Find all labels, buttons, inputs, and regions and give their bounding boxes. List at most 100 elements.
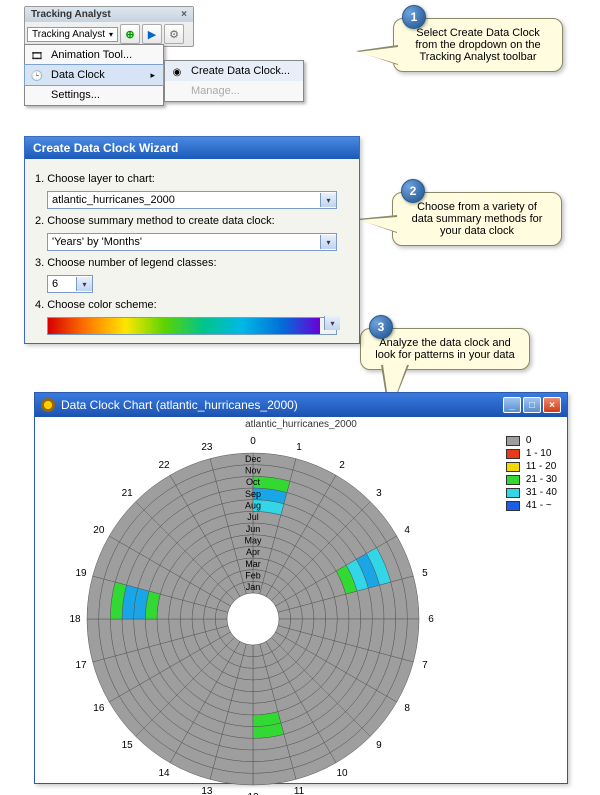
legend-item: 11 - 20 bbox=[506, 461, 557, 472]
legend-label: 1 - 10 bbox=[526, 448, 552, 459]
submenu-label: Manage... bbox=[191, 85, 240, 97]
svg-text:Apr: Apr bbox=[246, 547, 260, 557]
legend-item: 0 bbox=[506, 435, 557, 446]
svg-text:Mar: Mar bbox=[245, 559, 261, 569]
wizard-titlebar: Create Data Clock Wizard bbox=[25, 137, 359, 159]
data-clock-chart-window: Data Clock Chart (atlantic_hurricanes_20… bbox=[34, 392, 568, 784]
minimize-button[interactable]: _ bbox=[503, 397, 521, 413]
legend-swatch bbox=[506, 488, 520, 498]
toolbar-close-icon[interactable]: × bbox=[181, 9, 187, 20]
svg-text:Sep: Sep bbox=[245, 489, 261, 499]
callout-badge-3: 3 bbox=[369, 315, 393, 339]
legend-label: 31 - 40 bbox=[526, 487, 557, 498]
menu-item-data-clock[interactable]: 🕒 Data Clock bbox=[24, 64, 164, 86]
dropdown-arrow-icon: ▾ bbox=[320, 235, 336, 249]
legend-label: 0 bbox=[526, 435, 532, 446]
svg-text:0: 0 bbox=[250, 436, 256, 447]
svg-text:Jan: Jan bbox=[246, 582, 261, 592]
color-ramp-gradient bbox=[48, 318, 320, 334]
select-value: atlantic_hurricanes_2000 bbox=[52, 194, 175, 206]
toolbar-title-text: Tracking Analyst bbox=[31, 9, 111, 20]
wizard-step2-label: 2. Choose summary method to create data … bbox=[35, 215, 349, 227]
legend-classes-select[interactable]: 6 ▾ bbox=[47, 275, 93, 293]
submenu-arrow-icon bbox=[150, 69, 155, 81]
close-button[interactable]: × bbox=[543, 397, 561, 413]
callout-text: Select Create Data Clock from the dropdo… bbox=[415, 27, 540, 63]
clock-icon: 🕒 bbox=[29, 68, 45, 84]
dropdown-arrow-icon: ▾ bbox=[76, 277, 92, 291]
dropdown-arrow-icon: ▾ bbox=[320, 193, 336, 207]
callout-step-1: 1 Select Create Data Clock from the drop… bbox=[393, 18, 563, 72]
callout-badge-2: 2 bbox=[401, 179, 425, 203]
svg-text:1: 1 bbox=[296, 442, 302, 453]
svg-text:2: 2 bbox=[339, 460, 345, 471]
legend-swatch bbox=[506, 449, 520, 459]
submenu-label: Create Data Clock... bbox=[191, 65, 290, 77]
callout-step-2: 2 Choose from a variety of data summary … bbox=[392, 192, 562, 246]
callout-tail-icon bbox=[356, 45, 398, 65]
create-data-clock-wizard: Create Data Clock Wizard 1. Choose layer… bbox=[24, 136, 360, 344]
svg-text:15: 15 bbox=[122, 740, 134, 751]
wizard-step4-label: 4. Choose color scheme: bbox=[35, 299, 349, 311]
svg-text:16: 16 bbox=[93, 703, 105, 714]
svg-text:Dec: Dec bbox=[245, 454, 262, 464]
svg-text:May: May bbox=[244, 536, 262, 546]
legend-item: 41 - ~ bbox=[506, 500, 557, 511]
legend-swatch bbox=[506, 462, 520, 472]
callout-text: Choose from a variety of data summary me… bbox=[412, 201, 543, 237]
legend-label: 11 - 20 bbox=[526, 461, 556, 472]
menu-item-settings[interactable]: Settings... bbox=[25, 85, 163, 105]
svg-text:Jun: Jun bbox=[246, 524, 261, 534]
toolbar-buttons-row: Tracking Analyst ⊕ ▶ ⚙ bbox=[25, 22, 193, 46]
tracking-analyst-toolbar: Tracking Analyst × Tracking Analyst ⊕ ▶ … bbox=[24, 6, 194, 47]
svg-text:21: 21 bbox=[122, 488, 134, 499]
legend-item: 1 - 10 bbox=[506, 448, 557, 459]
menu-item-animation-tool[interactable]: 🎞 Animation Tool... bbox=[25, 45, 163, 65]
tracking-analyst-dropdown[interactable]: Tracking Analyst bbox=[27, 27, 118, 42]
svg-text:10: 10 bbox=[336, 768, 348, 779]
settings-button[interactable]: ⚙ bbox=[164, 24, 184, 44]
chart-window-titlebar: Data Clock Chart (atlantic_hurricanes_20… bbox=[35, 393, 567, 417]
animation-icon: 🎞 bbox=[29, 48, 45, 64]
tracking-analyst-menu: 🎞 Animation Tool... 🕒 Data Clock Setting… bbox=[24, 44, 164, 106]
menu-label: Settings... bbox=[51, 89, 100, 101]
svg-text:6: 6 bbox=[428, 614, 434, 625]
callout-tail-icon bbox=[357, 215, 397, 233]
svg-text:Nov: Nov bbox=[245, 466, 262, 476]
dropdown-label: Tracking Analyst bbox=[32, 29, 105, 40]
svg-text:Aug: Aug bbox=[245, 501, 261, 511]
wizard-body: 1. Choose layer to chart: atlantic_hurri… bbox=[25, 159, 359, 343]
svg-text:18: 18 bbox=[69, 614, 81, 625]
data-clock-icon: ◉ bbox=[169, 64, 185, 80]
svg-text:4: 4 bbox=[404, 525, 410, 536]
svg-text:23: 23 bbox=[201, 442, 213, 453]
callout-badge-1: 1 bbox=[402, 5, 426, 29]
maximize-button[interactable]: □ bbox=[523, 397, 541, 413]
layer-select[interactable]: atlantic_hurricanes_2000 ▾ bbox=[47, 191, 337, 209]
callout-text: Analyze the data clock and look for patt… bbox=[375, 337, 514, 361]
svg-text:11: 11 bbox=[294, 786, 305, 795]
data-clock-submenu: ◉ Create Data Clock... Manage... bbox=[164, 60, 304, 102]
svg-text:5: 5 bbox=[422, 568, 428, 579]
svg-text:20: 20 bbox=[93, 525, 105, 536]
wizard-step1-label: 1. Choose layer to chart: bbox=[35, 173, 349, 185]
svg-text:19: 19 bbox=[76, 568, 88, 579]
color-scheme-select[interactable]: ▾ bbox=[47, 317, 337, 335]
callout-step-3: 3 Analyze the data clock and look for pa… bbox=[360, 328, 530, 370]
svg-text:Oct: Oct bbox=[246, 477, 261, 487]
summary-method-select[interactable]: 'Years' by 'Months' ▾ bbox=[47, 233, 337, 251]
chart-window-icon bbox=[41, 398, 55, 412]
submenu-item-create-data-clock[interactable]: ◉ Create Data Clock... bbox=[165, 61, 303, 81]
select-value: 'Years' by 'Months' bbox=[52, 236, 142, 248]
svg-text:7: 7 bbox=[422, 660, 428, 671]
svg-text:13: 13 bbox=[201, 786, 213, 795]
chart-body: atlantic_hurricanes_2000 JanFebMarAprMay… bbox=[35, 417, 567, 783]
playback-button[interactable]: ▶ bbox=[142, 24, 162, 44]
svg-text:17: 17 bbox=[76, 660, 88, 671]
legend-label: 41 - ~ bbox=[526, 500, 552, 511]
chart-legend: 01 - 1011 - 2021 - 3031 - 4041 - ~ bbox=[506, 433, 557, 513]
svg-text:22: 22 bbox=[158, 460, 170, 471]
legend-swatch bbox=[506, 436, 520, 446]
svg-text:9: 9 bbox=[376, 740, 382, 751]
add-layer-button[interactable]: ⊕ bbox=[120, 24, 140, 44]
